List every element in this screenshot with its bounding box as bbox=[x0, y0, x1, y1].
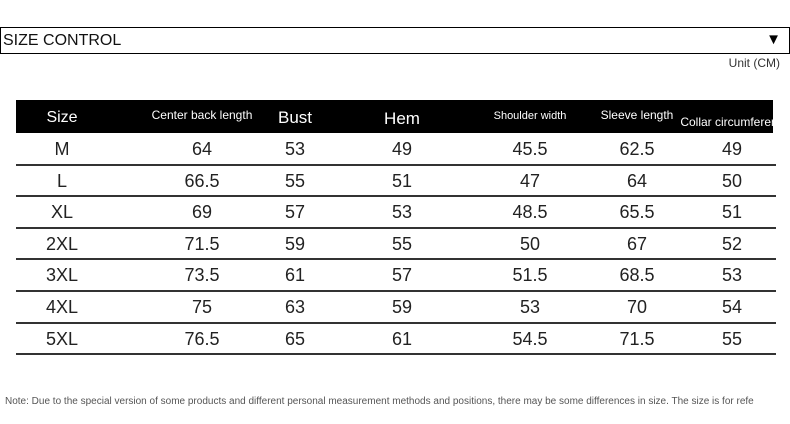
row-rule bbox=[16, 258, 776, 261]
table-cell: 45.5 bbox=[512, 139, 548, 159]
size-label: M bbox=[54, 139, 70, 159]
row-rule bbox=[16, 290, 776, 292]
table-cell: 75 bbox=[191, 297, 213, 317]
table-cell: 51.5 bbox=[512, 265, 548, 286]
table-cell: 64 bbox=[191, 139, 213, 159]
table-cell: 61 bbox=[284, 265, 306, 286]
table-cell: 71.5 bbox=[184, 233, 220, 254]
table-cell: 65.5 bbox=[619, 202, 655, 223]
table-cell: 73.5 bbox=[184, 265, 220, 286]
table-cell: 59 bbox=[284, 233, 306, 254]
size-label: XL bbox=[50, 202, 74, 223]
table-cell: 49 bbox=[721, 139, 743, 159]
table-cell: 52 bbox=[721, 233, 743, 254]
unit-label: Unit (CM) bbox=[728, 56, 780, 70]
header-cell: Hem bbox=[384, 109, 420, 128]
table-cell: 53 bbox=[391, 202, 413, 223]
table-cell: 59 bbox=[391, 297, 413, 317]
size-label: L bbox=[56, 170, 68, 191]
header-cell: Sleeve length bbox=[600, 108, 674, 122]
table-header bbox=[16, 100, 773, 133]
table-cell: 69 bbox=[191, 202, 213, 223]
row-rule bbox=[16, 321, 776, 324]
table-cell: 70 bbox=[626, 297, 648, 317]
table-cell: 48.5 bbox=[512, 202, 548, 223]
header-cell: Shoulder width bbox=[493, 110, 567, 122]
size-label: 3XL bbox=[45, 265, 79, 286]
size-label: 2XL bbox=[45, 233, 79, 254]
table-cell: 65 bbox=[284, 328, 306, 349]
table-cell: 51 bbox=[391, 170, 413, 191]
table-cell: 55 bbox=[721, 328, 743, 349]
header-cell: Collar circumferenc bbox=[680, 115, 784, 129]
row-rule bbox=[16, 195, 776, 198]
header-cell: Bust bbox=[277, 108, 313, 127]
table-cell: 57 bbox=[284, 202, 306, 223]
size-label: 4XL bbox=[45, 297, 79, 317]
table-cell: 53 bbox=[284, 139, 306, 159]
table-cell: 53 bbox=[721, 265, 743, 286]
dropdown-arrow: ▼ bbox=[766, 31, 781, 48]
table-cell: 54 bbox=[721, 297, 743, 317]
table-cell: 68.5 bbox=[619, 265, 655, 286]
table-cell: 55 bbox=[284, 170, 306, 191]
header-cell: Size bbox=[46, 109, 78, 126]
table-cell: 62.5 bbox=[619, 139, 655, 159]
size-label: 5XL bbox=[45, 328, 79, 349]
note: Note: Due to the special version of some… bbox=[5, 396, 754, 407]
table-cell: 76.5 bbox=[184, 328, 220, 349]
header-cell: Center back length bbox=[151, 108, 253, 122]
dropdown-title: SIZE CONTROL bbox=[3, 32, 122, 49]
table-cell: 51 bbox=[721, 202, 743, 223]
table-cell: 57 bbox=[391, 265, 413, 286]
table-cell: 53 bbox=[519, 297, 541, 317]
table-cell: 49 bbox=[391, 139, 413, 159]
row-rule bbox=[16, 353, 776, 356]
table-cell: 61 bbox=[391, 328, 413, 349]
table-cell: 50 bbox=[519, 233, 541, 254]
table-cell: 50 bbox=[721, 170, 743, 191]
size-dropdown[interactable]: SIZE CONTROL ▼ bbox=[0, 27, 790, 54]
table-cell: 67 bbox=[626, 233, 648, 254]
table-cell: 55 bbox=[391, 233, 413, 254]
table-cell: 63 bbox=[284, 297, 306, 317]
table-cell: 54.5 bbox=[512, 328, 548, 349]
table-cell: 66.5 bbox=[184, 170, 220, 191]
table-cell: 71.5 bbox=[619, 328, 655, 349]
table-cell: 47 bbox=[519, 170, 541, 191]
table-cell: 64 bbox=[626, 170, 648, 191]
row-rule bbox=[16, 226, 776, 229]
row-rule bbox=[16, 163, 776, 166]
